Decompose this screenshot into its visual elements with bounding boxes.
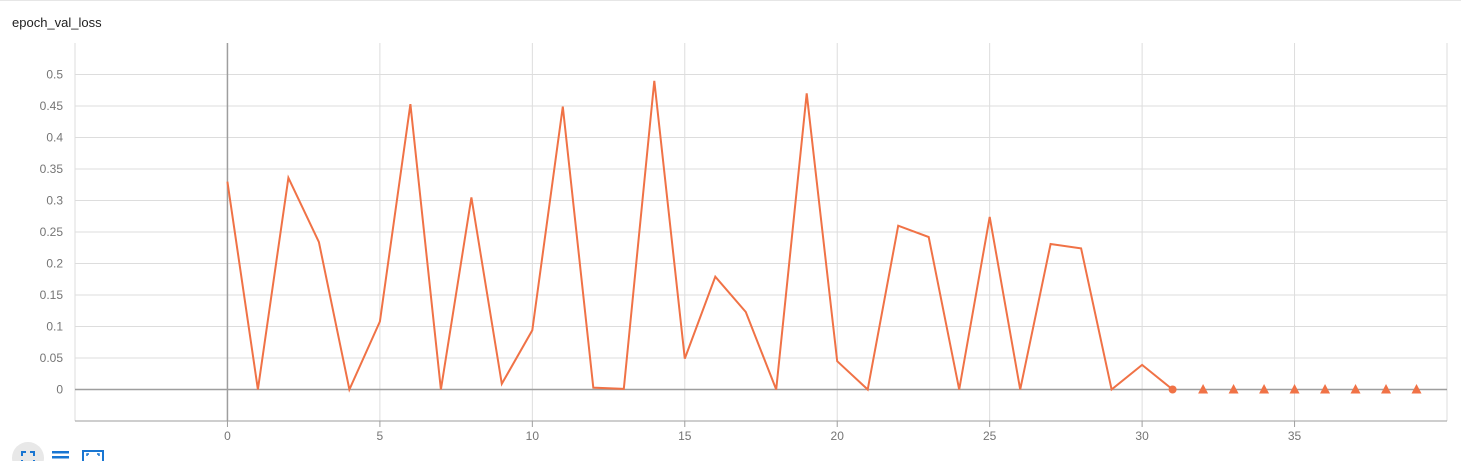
y-tick-label: 0.35 — [40, 162, 64, 176]
top-divider — [0, 0, 1461, 1]
data-point-triangle — [1320, 384, 1331, 394]
x-tick-label: 25 — [983, 429, 997, 443]
y-tick-label: 0.45 — [40, 99, 64, 113]
fullscreen-icon — [21, 451, 35, 461]
series[interactable] — [226, 80, 1174, 393]
x-axis-ticks: 0 5 10 15 20 25 30 35 — [224, 421, 1302, 443]
data-point-circle — [1168, 385, 1177, 394]
data-point-triangle — [1350, 384, 1361, 394]
y-tick-label: 0.05 — [40, 351, 64, 365]
y-tick-label: 0 — [56, 383, 63, 397]
series-line[interactable] — [226, 80, 1174, 393]
fit-to-data-icon — [82, 450, 104, 461]
x-tick-label: 5 — [377, 429, 384, 443]
x-tick-label: 30 — [1135, 429, 1149, 443]
fullscreen-button[interactable] — [12, 442, 44, 461]
y-tick-label: 0.15 — [40, 288, 64, 302]
x-tick-label: 20 — [831, 429, 845, 443]
toggle-log-scale-button[interactable] — [48, 442, 80, 461]
data-point-triangle — [1381, 384, 1392, 394]
x-tick-label: 35 — [1288, 429, 1302, 443]
data-point-triangle — [1228, 384, 1239, 394]
y-tick-label: 0.4 — [46, 131, 63, 145]
axes — [75, 43, 1447, 422]
chart-toolbar — [12, 442, 132, 461]
data-point-triangle — [1289, 384, 1300, 394]
data-point-triangle — [1198, 384, 1209, 394]
y-tick-label: 0.2 — [46, 257, 63, 271]
y-tick-label: 0.1 — [46, 320, 63, 334]
data-point-triangle — [1411, 384, 1422, 394]
x-tick-label: 15 — [678, 429, 692, 443]
y-tick-label: 0.25 — [40, 225, 64, 239]
x-tick-label: 0 — [224, 429, 231, 443]
y-tick-label: 0.3 — [46, 194, 63, 208]
markers[interactable] — [1168, 384, 1422, 394]
list-icon — [52, 451, 69, 459]
x-tick-label: 10 — [526, 429, 540, 443]
data-point-triangle — [1259, 384, 1270, 394]
fit-domain-button[interactable] — [80, 442, 112, 461]
chart-title: epoch_val_loss — [12, 15, 102, 30]
y-axis-ticks: 0 0.05 0.1 0.15 0.2 0.25 0.3 0.35 0.4 0.45 0.5 — [40, 68, 64, 397]
grid — [74, 43, 1448, 421]
y-tick-label: 0.5 — [46, 68, 63, 82]
